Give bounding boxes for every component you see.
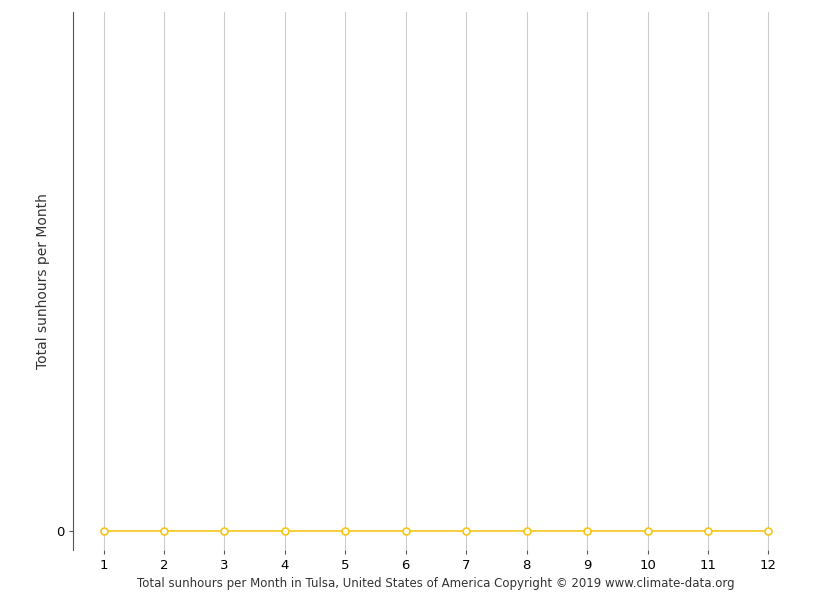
X-axis label: Total sunhours per Month in Tulsa, United States of America Copyright © 2019 www: Total sunhours per Month in Tulsa, Unite… — [137, 577, 735, 590]
Y-axis label: Total sunhours per Month: Total sunhours per Month — [37, 193, 51, 369]
